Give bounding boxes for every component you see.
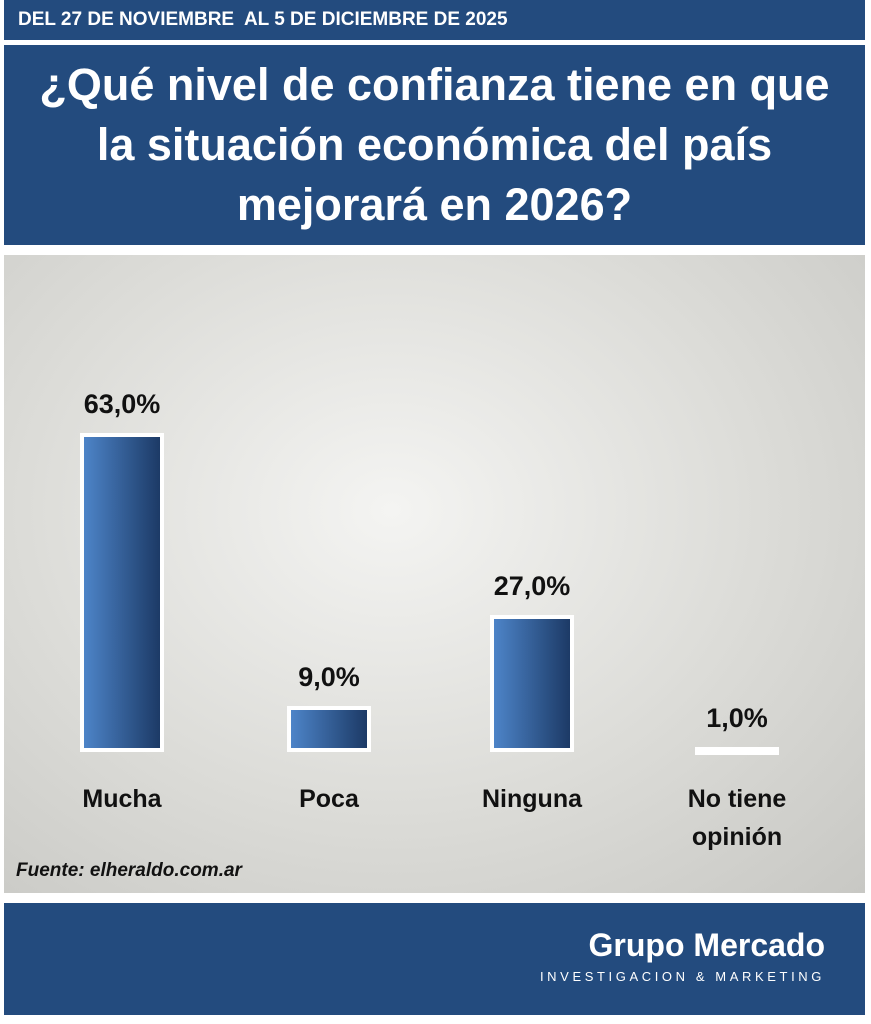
category-label: Ninguna: [482, 785, 582, 813]
chart-title: ¿Qué nivel de confianza tiene en que la …: [4, 45, 865, 245]
category-label: No tiene opinión: [687, 785, 787, 851]
date-banner: DEL 27 DE NOVIEMBRE AL 5 DE DICIEMBRE DE…: [4, 0, 865, 40]
bar: [695, 746, 779, 755]
bar: [80, 433, 164, 752]
chart-area: Fuente: elheraldo.com.ar 63,0% Mucha 9,0% P…: [4, 255, 865, 893]
bar: [287, 706, 371, 752]
value-label: 63,0%: [83, 389, 161, 420]
category-label: Poca: [299, 785, 359, 813]
footer: Grupo Mercado INVESTIGACION & MARKETING: [4, 903, 865, 1015]
category-label: Mucha: [82, 785, 162, 813]
brand: Grupo Mercado: [588, 927, 825, 963]
value-label: 1,0%: [706, 702, 768, 733]
value-label: 27,0%: [493, 571, 571, 602]
source-note: Fuente: elheraldo.com.ar: [16, 860, 242, 881]
tagline: INVESTIGACION & MARKETING: [539, 969, 825, 984]
value-label: 9,0%: [298, 662, 360, 693]
bar: [490, 615, 574, 752]
